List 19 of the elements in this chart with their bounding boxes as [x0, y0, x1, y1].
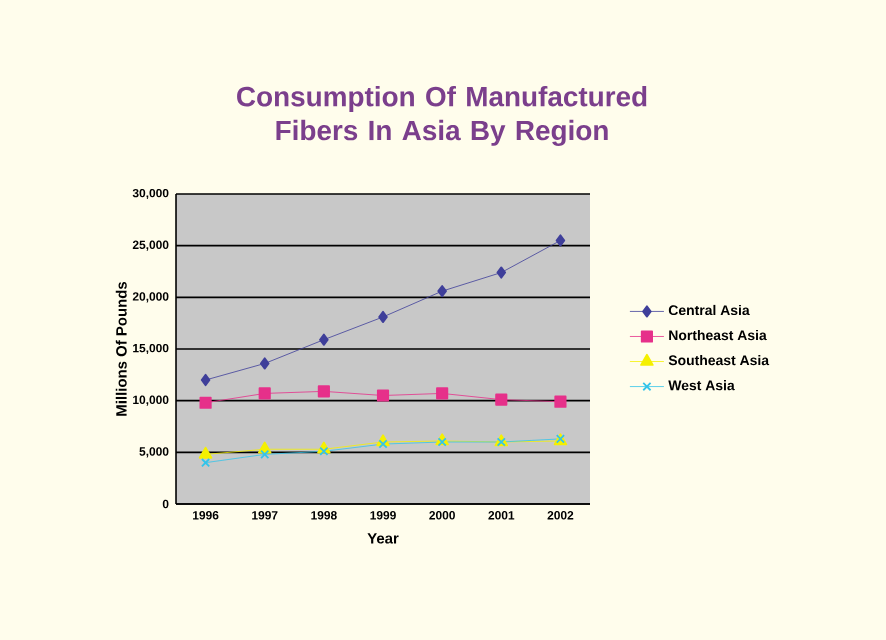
point: [555, 234, 566, 247]
point: [259, 357, 270, 370]
point: [554, 395, 567, 408]
chart-title: Consumption Of Manufactured Fibers In Asia By Region: [237, 86, 647, 146]
point: [437, 285, 447, 298]
point: [319, 333, 329, 346]
point: [378, 439, 388, 449]
point: [436, 387, 449, 400]
point: [317, 385, 330, 398]
point: [200, 373, 211, 387]
point: [198, 446, 213, 459]
point: [260, 449, 270, 459]
point: [319, 446, 329, 456]
point: [199, 396, 212, 409]
point: [376, 389, 390, 402]
point: [495, 393, 508, 406]
point: [378, 310, 388, 324]
point: [496, 266, 507, 279]
point: [258, 387, 271, 400]
